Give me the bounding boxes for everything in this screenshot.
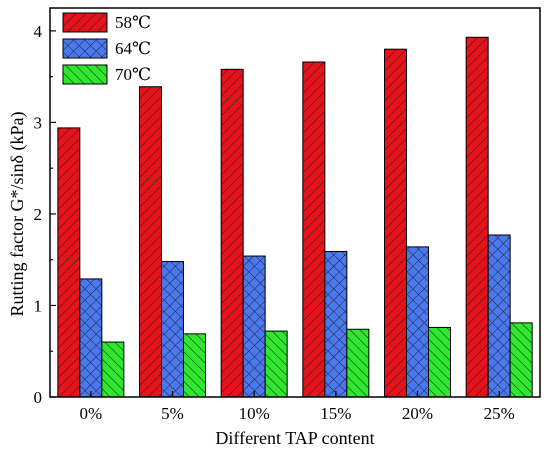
bar: [183, 333, 206, 398]
legend-label: 64℃: [115, 39, 151, 58]
bar: [139, 86, 162, 398]
y-tick-label: 2: [34, 205, 43, 224]
legend-item: 64℃: [62, 38, 151, 59]
bar: [324, 250, 348, 398]
bar: [161, 261, 184, 398]
x-axis-title: Different TAP content: [215, 428, 374, 448]
x-tick-label: 0%: [79, 404, 102, 423]
y-tick-label: 4: [34, 22, 43, 41]
bar: [101, 341, 125, 398]
axes: 0 1 2 3 4 0% 5% 10% 15% 20% 25%: [34, 7, 541, 423]
y-tick-label: 0: [34, 388, 43, 407]
bar: [465, 36, 489, 398]
bar: [79, 278, 103, 398]
bar: [509, 322, 533, 398]
legend-item: 58℃: [62, 12, 151, 33]
bars: [57, 36, 533, 398]
y-tick-label: 3: [34, 113, 43, 132]
legend: 58℃ 64℃ 70℃: [62, 12, 151, 85]
legend-label: 58℃: [115, 13, 151, 32]
bar: [428, 326, 451, 398]
bar: [57, 127, 81, 398]
bar: [384, 48, 407, 398]
legend-item: 70℃: [62, 64, 151, 85]
x-tick-label: 10%: [239, 404, 270, 423]
bar: [264, 330, 288, 398]
x-tick-label: 20%: [402, 404, 433, 423]
bar: [487, 234, 511, 398]
bar: [302, 61, 326, 398]
bar: [220, 68, 244, 398]
y-tick-label: 1: [34, 296, 43, 315]
y-axis-title: Rutting factor G*/sinδ (kPa): [7, 112, 28, 317]
bar: [242, 255, 266, 398]
bar: [406, 246, 429, 398]
x-tick-label: 15%: [320, 404, 351, 423]
x-tick-label: 25%: [484, 404, 515, 423]
bar: [346, 328, 370, 398]
plot-frame: [49, 7, 541, 398]
legend-label: 70℃: [115, 65, 151, 84]
x-tick-label: 5%: [161, 404, 184, 423]
